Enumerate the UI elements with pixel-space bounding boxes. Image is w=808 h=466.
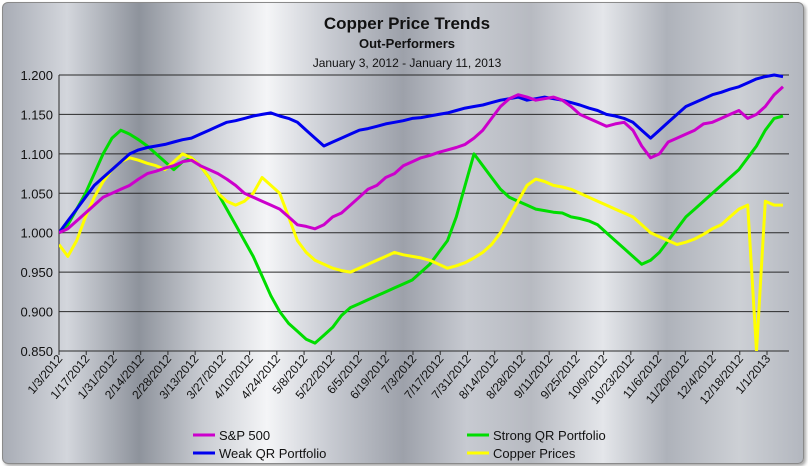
y-axis: 0.850 0.900 0.950 1.000 1.050 1.100 1.150 1.200 <box>20 68 60 359</box>
legend: S&P 500 Weak QR Portfolio Strong QR Portfo… <box>193 428 606 461</box>
series-line-strong-qr-portfolio <box>59 114 784 345</box>
legend-label-strong-qr-portfolio: Strong QR Portfolio <box>493 428 606 443</box>
line-chart: Copper Price Trends Out-Performers Janua… <box>20 14 789 461</box>
chart-title: Copper Price Trends <box>324 14 490 33</box>
chart-date-range: January 3, 2012 - January 11, 2013 <box>313 56 502 70</box>
legend-label-weak-qr-portfolio: Weak QR Portfolio <box>219 446 326 461</box>
y-tick-label: 1.000 <box>20 226 53 241</box>
series-line-weak-qr-portfolio <box>59 73 784 234</box>
y-tick-label: 1.150 <box>20 107 53 122</box>
legend-label-s-p-500: S&P 500 <box>219 428 270 443</box>
y-tick-label: 0.850 <box>20 344 53 359</box>
series-line-s-p-500 <box>59 85 785 235</box>
y-tick-label: 1.200 <box>20 68 53 83</box>
legend-label-copper-prices: Copper Prices <box>493 446 576 461</box>
plot-area <box>59 73 785 351</box>
y-tick-label: 1.100 <box>20 147 53 162</box>
y-tick-label: 0.950 <box>20 265 53 280</box>
series-line-copper-prices <box>59 152 783 351</box>
x-axis: 1/3/20121/17/20121/31/20122/14/20122/28/… <box>25 350 789 407</box>
y-tick-label: 1.050 <box>20 186 53 201</box>
chart-subtitle: Out-Performers <box>359 36 455 51</box>
y-tick-label: 0.900 <box>20 305 53 320</box>
